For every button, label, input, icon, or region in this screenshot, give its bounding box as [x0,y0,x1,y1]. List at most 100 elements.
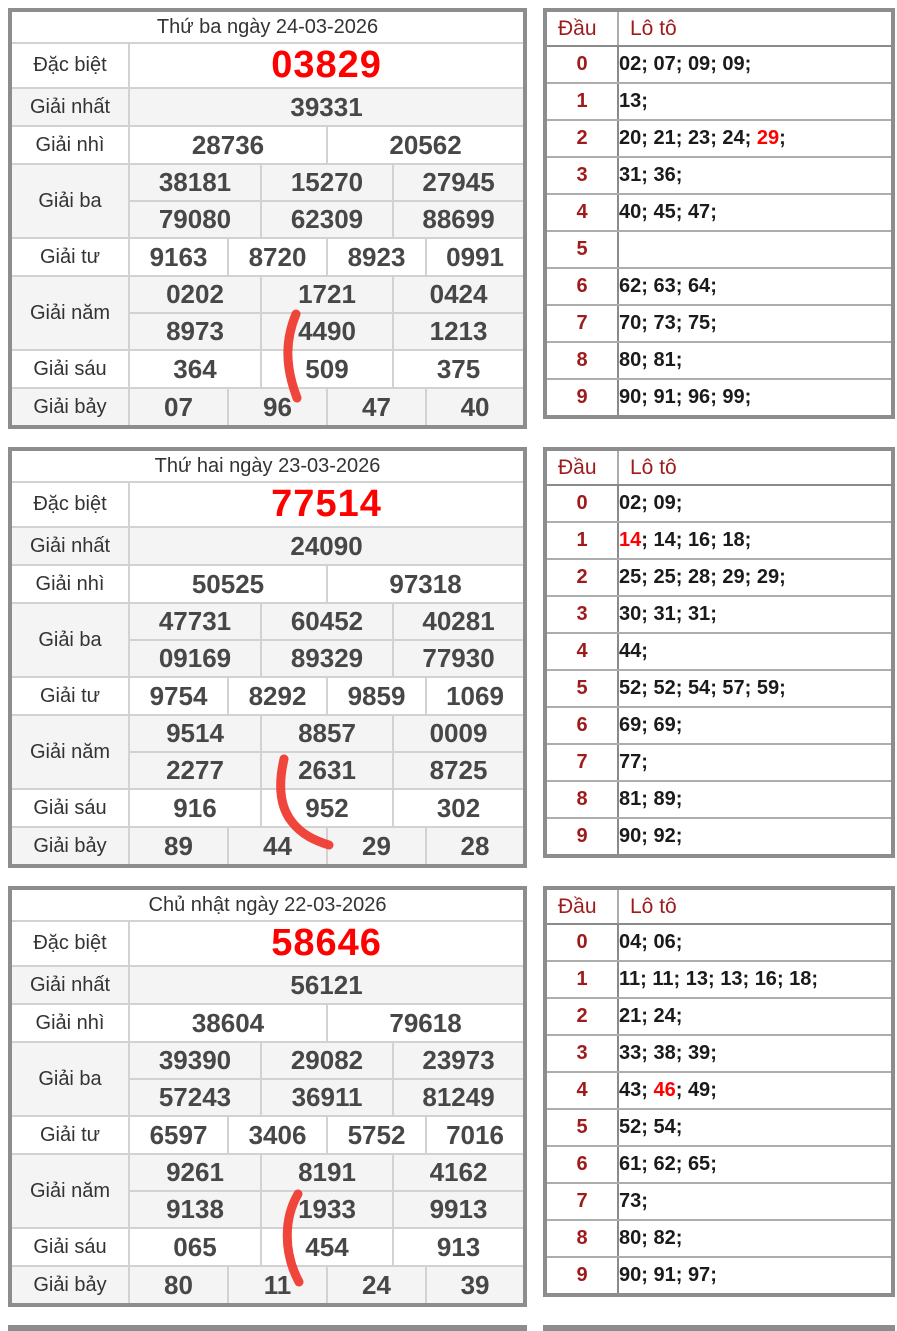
prize-row: Giải năm 0202 1721 0424 [9,275,527,351]
prize-number-cell: 77930 [391,639,527,678]
loto-value: 09 [722,53,745,75]
prize-number-cell: 96 [227,387,328,428]
loto-value: 61 [619,1153,642,1175]
prize-number-cell: 454 [260,1227,394,1267]
prize-number-cell: 8720 [227,237,328,277]
dau-digit-cell: 6 [544,1145,619,1184]
prize-number-cell: 8973 [128,312,262,351]
prize-number-cell: 9913 [391,1190,527,1229]
prize-number-cell: 9514 [128,714,262,753]
loto-highlight-value: 29 [756,127,780,149]
prize-label: Giải sáu [9,349,130,389]
prize-number-cell: 47 [326,387,427,428]
loto-values-cell: 31; 36; [617,156,894,195]
prize-number-cell: 38181 [128,163,262,202]
dau-digit-cell: 4 [544,193,619,232]
loto-column-header: Lô tô [617,887,894,925]
prize-number-cell: 23973 [391,1041,527,1080]
dau-row: 6 69; 69; [544,706,894,745]
prize-number-cell: 40281 [391,602,527,641]
dau-digit-cell: 0 [544,45,619,84]
prize-number-cell: 09169 [128,639,262,678]
loto-value: 18 [722,529,745,551]
loto-values-cell: 61; 62; 65; [617,1145,894,1184]
prize-row: Giải nhì 28736 20562 [9,125,527,165]
loto-column-header: Lô tô [617,448,894,486]
prize-number-cell: 56121 [127,965,527,1005]
loto-value: 52 [619,1116,642,1138]
prize-number-cell: 11 [227,1265,328,1306]
prize-number-cell: 4490 [260,312,394,351]
loto-value: 31 [653,603,676,625]
loto-value: 90 [619,1264,642,1286]
prize-number-cell: 28 [424,826,527,867]
dau-digit-cell: 5 [544,230,619,269]
loto-value: 02 [619,53,642,75]
prize-label: Giải bảy [9,826,130,867]
loto-values-cell: 62; 63; 64; [617,267,894,306]
prize-number-cell: 913 [391,1227,527,1267]
prize-number-cell: 39390 [128,1041,262,1080]
dau-header-row: Đầu Lô tô [544,887,894,925]
special-prize-label: Đặc biệt [9,481,130,528]
loto-values-cell: 69; 69; [617,706,894,745]
loto-values-cell: 02; 07; 09; 09; [617,45,894,84]
prize-number-cell: 1933 [260,1190,394,1229]
prize-label: Giải nhì [9,125,130,165]
dau-row: 1 13; [544,82,894,121]
prize-number-cell: 81249 [391,1078,527,1117]
dau-digit-cell: 3 [544,595,619,634]
dau-digit-cell: 8 [544,780,619,819]
dau-digit-cell: 3 [544,1034,619,1073]
dau-digit-cell: 5 [544,1108,619,1147]
cutoff-next-block [8,1325,897,1331]
prize-row: Giải nhất 24090 [9,526,527,566]
prize-number-cell: 8292 [227,676,328,716]
loto-value: 29 [756,566,780,588]
loto-value: 02 [619,492,642,514]
loto-value: 91 [653,386,676,408]
dau-row: 0 04; 06; [544,923,894,962]
prize-number-cell: 79080 [128,200,262,239]
prize-row: 57243 36911 81249 [10,1078,527,1117]
loto-value: 23 [687,127,711,149]
loto-value: 54 [687,677,711,699]
loto-value: 11 [652,968,674,990]
dau-row: 6 61; 62; 65; [544,1145,894,1184]
loto-value: 73 [619,1190,642,1212]
loto-value: 97 [687,1264,711,1286]
loto-value: 57 [722,677,745,699]
loto-values-cell: 70; 73; 75; [617,304,894,343]
loto-value: 39 [687,1042,711,1064]
prize-number-cell: 8725 [391,751,527,790]
prize-label: Giải nhì [9,564,130,604]
dau-row: 5 52; 52; 54; 57; 59; [544,669,894,708]
loto-value: 09 [687,53,711,75]
loto-highlight-value: 46 [653,1079,676,1101]
loto-value: 33 [619,1042,642,1064]
dau-digit-cell: 2 [544,558,619,597]
prize-number-cell: 47731 [128,602,262,641]
prize-number-cell: 0202 [128,275,262,314]
date-row: Thứ hai ngày 23-03-2026 [8,448,527,483]
prize-row: Giải ba 39390 29082 23973 [9,1041,527,1117]
prize-number-cell: 1721 [260,275,394,314]
cutoff-table-top-border-left [8,1325,527,1331]
prize-number-cell: 7016 [424,1115,527,1155]
prize-number-cell: 9859 [326,676,427,716]
prize-number-cell: 38604 [128,1003,328,1043]
prize-label: Giải tư [9,237,130,277]
dau-loto-table: Đầu Lô tô 0 04; 06; 1 11; 11; 13; 13; 16; 18… [543,886,895,1297]
prize-number-cell: 44 [227,826,328,867]
loto-values-cell: 90; 92; [617,817,894,857]
prize-number-cell: 89329 [260,639,394,678]
dau-header-row: Đầu Lô tô [544,448,894,486]
prize-row: Giải ba 38181 15270 27945 [9,163,527,239]
dau-row: 1 11; 11; 13; 13; 16; 18; [544,960,894,999]
dau-row: 2 20; 21; 23; 24; 29; [544,119,894,158]
prize-number-cell: 0009 [391,714,527,753]
loto-values-cell: 11; 11; 13; 13; 16; 18; [617,960,894,999]
dau-digit-cell: 9 [544,1256,619,1296]
result-date-title: Thứ hai ngày 23-03-2026 [8,448,527,483]
loto-value: 11 [619,968,641,990]
